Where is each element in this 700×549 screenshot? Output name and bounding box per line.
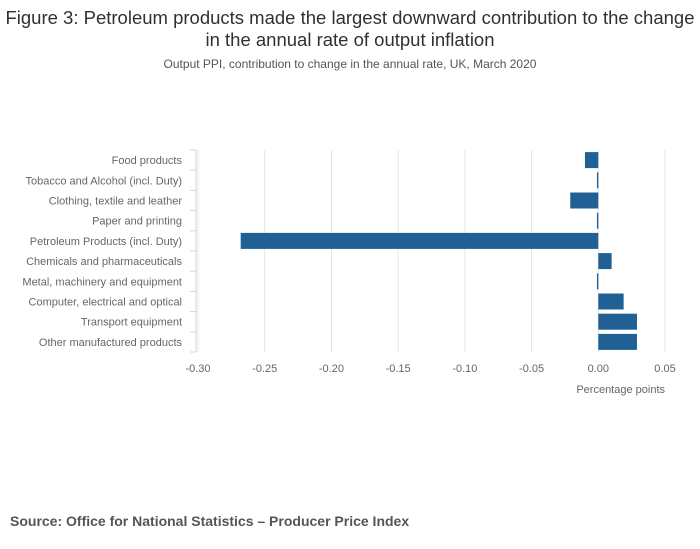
x-tick-label: -0.30 [185, 363, 210, 375]
category-label: Tobacco and Alcohol (incl. Duty) [25, 175, 182, 187]
x-tick-label: -0.25 [252, 363, 277, 375]
chart-subtitle: Output PPI, contribution to change in th… [163, 57, 537, 71]
category-label: Transport equipment [81, 317, 182, 329]
category-label: Computer, electrical and optical [29, 297, 182, 309]
category-label: Food products [112, 155, 183, 167]
bar [598, 253, 612, 270]
category-label: Chemicals and pharmaceuticals [26, 256, 182, 268]
category-label: Metal, machinery and equipment [22, 276, 182, 288]
category-label: Paper and printing [92, 216, 182, 228]
x-tick-label: 0.00 [588, 363, 609, 375]
bar [598, 313, 637, 330]
bar [596, 212, 599, 229]
bar [598, 293, 624, 310]
bar [598, 333, 637, 350]
category-label: Petroleum Products (incl. Duty) [30, 236, 182, 248]
source-note: Source: Office for National Statistics –… [10, 513, 410, 529]
x-tick-label: -0.15 [386, 363, 411, 375]
x-tick-label: 0.05 [654, 363, 675, 375]
bar [240, 232, 599, 249]
chart-title: Figure 3: Petroleum products made the la… [5, 7, 695, 50]
x-tick-label: -0.20 [319, 363, 344, 375]
x-tick-label: -0.10 [452, 363, 477, 375]
x-tick-label: -0.05 [519, 363, 544, 375]
bar [584, 152, 599, 169]
x-axis-title: Percentage points [576, 384, 665, 396]
bar [596, 273, 599, 290]
category-label: Clothing, textile and leather [49, 196, 183, 208]
category-label: Other manufactured products [39, 337, 183, 349]
bar [596, 172, 599, 189]
bar [570, 192, 599, 209]
